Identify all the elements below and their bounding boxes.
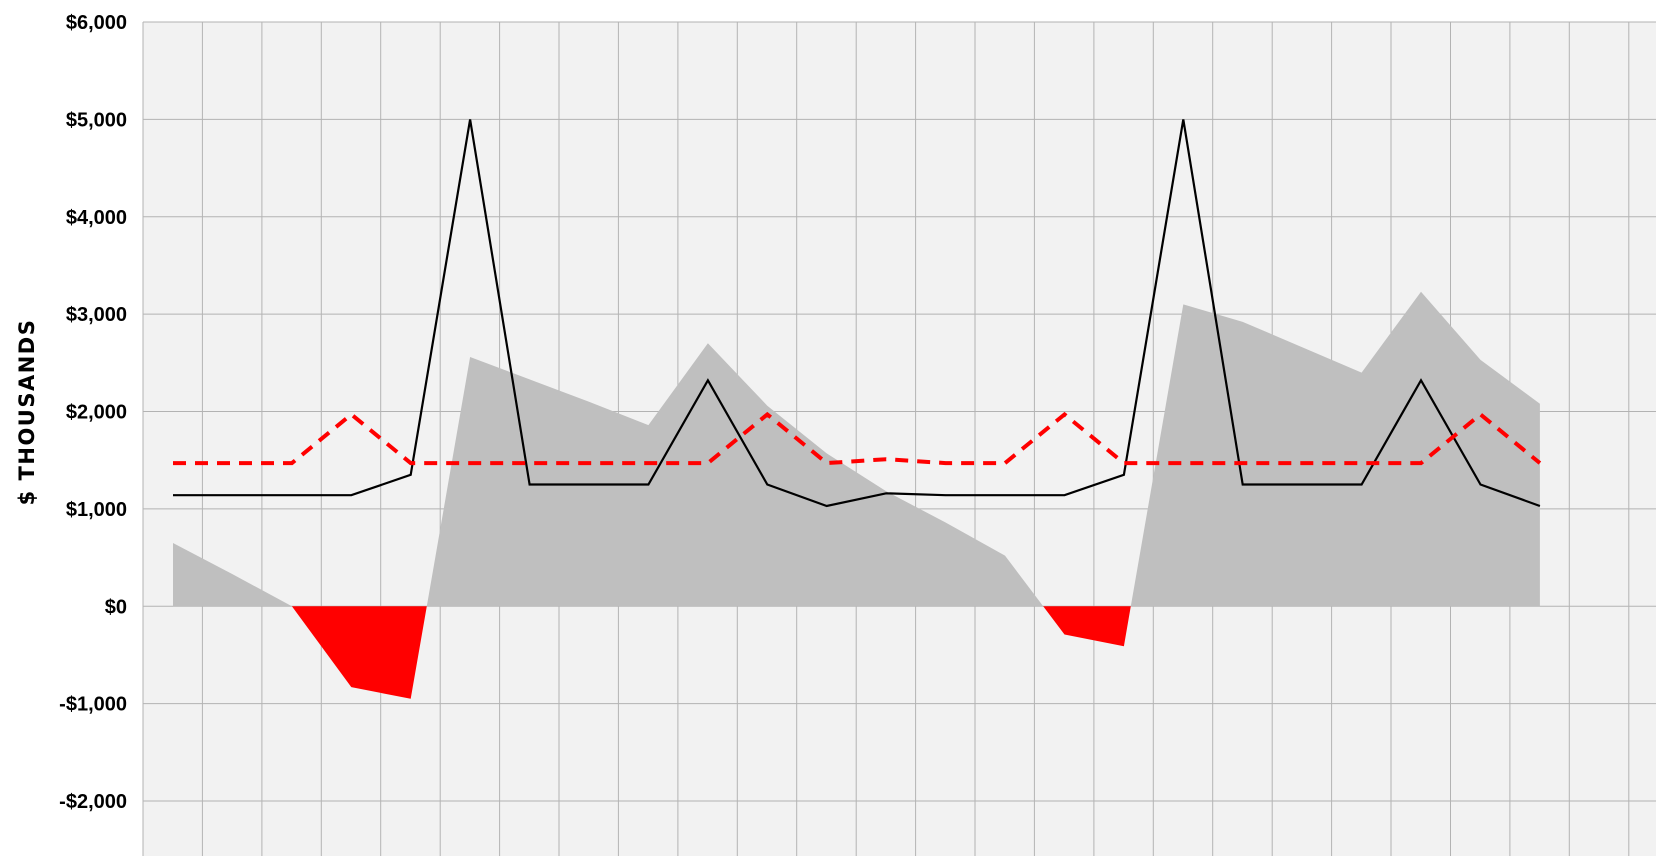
y-tick-label: $3,000 — [66, 304, 127, 326]
area-positive — [173, 291, 1540, 607]
y-axis-label: $ THOUSANDS — [15, 319, 39, 506]
solid-black-line — [173, 119, 1541, 508]
line-series — [173, 119, 1542, 508]
area-series — [173, 291, 1540, 699]
y-tick-label: $4,000 — [66, 207, 127, 229]
y-tick-label: $2,000 — [66, 402, 127, 424]
area-negative — [173, 606, 1540, 699]
dashed-red-line — [173, 411, 1542, 466]
y-axis-ticks: $6,000 $5,000 $4,000 $3,000 $2,000 $1,000 $0 -$… — [59, 12, 127, 813]
y-tick-label: $1,000 — [66, 499, 127, 521]
y-tick-label: $0 — [105, 596, 127, 618]
y-tick-label: -$1,000 — [59, 694, 127, 716]
y-tick-label: -$2,000 — [59, 791, 127, 813]
y-tick-label: $6,000 — [66, 12, 127, 34]
y-tick-label: $5,000 — [66, 109, 127, 131]
